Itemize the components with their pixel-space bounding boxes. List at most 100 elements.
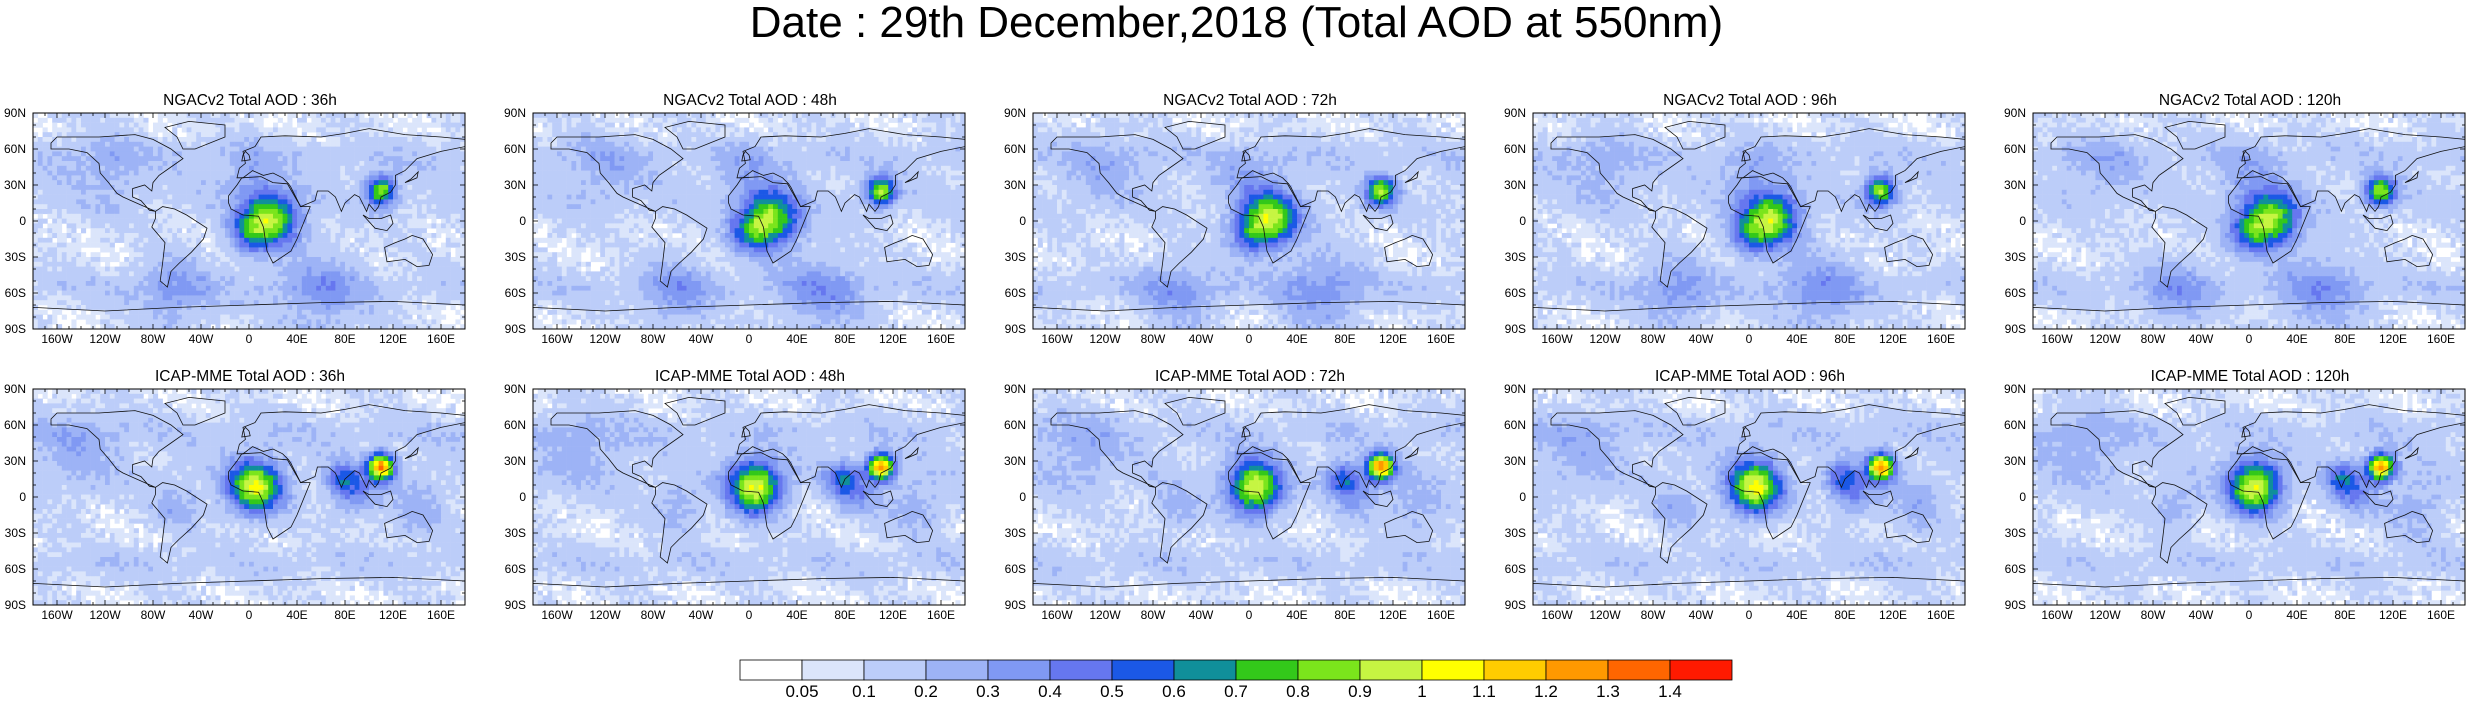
lat-tick-label: 30N [0, 179, 26, 191]
lat-tick-label: 60S [1000, 287, 1026, 299]
colorbar-swatch [987, 659, 1051, 681]
map-ticks [1032, 112, 1466, 330]
lat-tick-label: 0 [1500, 215, 1526, 227]
lon-tick-label: 120W [580, 608, 630, 622]
lat-tick-label: 60N [0, 419, 26, 431]
lat-tick-label: 30N [1000, 179, 1026, 191]
lon-tick-label: 120E [1868, 332, 1918, 346]
lon-tick-label: 40W [176, 608, 226, 622]
lon-tick-label: 80E [1320, 608, 1370, 622]
lon-tick-label: 160W [32, 608, 82, 622]
lon-tick-label: 80E [2320, 332, 2370, 346]
lon-tick-label: 80E [1820, 608, 1870, 622]
lon-tick-label: 80W [1128, 608, 1178, 622]
aod-field [33, 389, 466, 606]
lat-tick-label: 90N [1000, 383, 1026, 395]
colorbar-swatch [1049, 659, 1113, 681]
lat-tick-label: 90S [500, 323, 526, 335]
lat-tick-label: 60N [500, 419, 526, 431]
lon-tick-label: 40E [1272, 332, 1322, 346]
aod-field [33, 113, 466, 330]
lat-tick-label: 60S [0, 287, 26, 299]
lon-tick-label: 80E [320, 608, 370, 622]
colorbar-tick-label: 0.1 [844, 683, 884, 700]
aod-map [32, 112, 466, 330]
lat-tick-label: 30S [500, 251, 526, 263]
colorbar-tick-label: 0.7 [1216, 683, 1256, 700]
lat-tick-label: 90N [0, 383, 26, 395]
map-panel: ICAP-MME Total AOD : 72h 90N 60N 30N 0 30S 60S… [1000, 366, 1492, 626]
lon-tick-label: 80E [320, 332, 370, 346]
lat-tick-label: 60S [1500, 563, 1526, 575]
lon-tick-label: 160W [2032, 332, 2082, 346]
panel-title: ICAP-MME Total AOD : 36h [30, 368, 470, 386]
lon-tick-label: 160E [916, 332, 966, 346]
lat-tick-label: 90N [2000, 383, 2026, 395]
map-panel: ICAP-MME Total AOD : 48h 90N 60N 30N 0 30S 60S… [500, 366, 992, 626]
lon-tick-label: 160E [916, 608, 966, 622]
colorbar-tick-label: 0.6 [1154, 683, 1194, 700]
lon-tick-label: 0 [1724, 332, 1774, 346]
lat-tick-label: 30S [2000, 527, 2026, 539]
aod-map [1032, 388, 1466, 606]
lat-tick-label: 90S [500, 599, 526, 611]
lat-tick-label: 90N [1500, 383, 1526, 395]
lat-tick-label: 60S [500, 287, 526, 299]
colorbar-swatch [1359, 659, 1423, 681]
map-panel: ICAP-MME Total AOD : 120h 90N 60N 30N 0 30S 60… [2000, 366, 2473, 626]
panel-title: NGACv2 Total AOD : 72h [1030, 92, 1470, 110]
map-ticks [1032, 388, 1466, 606]
aod-map [532, 388, 966, 606]
colorbar-tick-label: 0.9 [1340, 683, 1380, 700]
lon-tick-label: 120W [1080, 608, 1130, 622]
colorbar-swatch [863, 659, 927, 681]
lat-tick-label: 60N [1500, 143, 1526, 155]
lon-tick-label: 160E [2416, 608, 2466, 622]
lon-tick-label: 40W [676, 608, 726, 622]
aod-map [2032, 388, 2466, 606]
lat-tick-label: 0 [500, 491, 526, 503]
panel-title: ICAP-MME Total AOD : 96h [1530, 368, 1970, 386]
aod-map [1032, 112, 1466, 330]
figure-title: Date : 29th December,2018 (Total AOD at … [0, 0, 2473, 46]
map-ticks [2032, 388, 2466, 606]
lon-tick-label: 40W [676, 332, 726, 346]
lat-tick-label: 30N [500, 455, 526, 467]
lon-tick-label: 160W [1032, 332, 1082, 346]
lon-tick-label: 160E [1416, 608, 1466, 622]
lon-tick-label: 120W [80, 332, 130, 346]
lon-tick-label: 40W [2176, 608, 2226, 622]
lat-tick-label: 30S [1000, 527, 1026, 539]
lon-tick-label: 120W [580, 332, 630, 346]
lat-tick-label: 60N [500, 143, 526, 155]
colorbar-swatch [1235, 659, 1299, 681]
lon-tick-label: 80W [2128, 608, 2178, 622]
lat-tick-label: 90S [2000, 323, 2026, 335]
colorbar-tick-label: 1 [1402, 683, 1442, 700]
lat-tick-label: 60N [2000, 419, 2026, 431]
colorbar-swatch [925, 659, 989, 681]
lat-tick-label: 30S [0, 251, 26, 263]
lon-tick-label: 40E [1272, 608, 1322, 622]
colorbar-swatch [1607, 659, 1671, 681]
coastlines [32, 120, 466, 330]
lon-tick-label: 120E [2368, 332, 2418, 346]
map-panel: NGACv2 Total AOD : 72h 90N 60N 30N 0 30S 60S 90… [1000, 90, 1492, 350]
lat-tick-label: 0 [1500, 491, 1526, 503]
lon-tick-label: 160W [1032, 608, 1082, 622]
lon-tick-label: 80W [1628, 608, 1678, 622]
panel-title: ICAP-MME Total AOD : 48h [530, 368, 970, 386]
lon-tick-label: 40W [1176, 608, 1226, 622]
colorbar-tick-label: 0.2 [906, 683, 946, 700]
lat-tick-label: 90S [1500, 323, 1526, 335]
panel-title: NGACv2 Total AOD : 48h [530, 92, 970, 110]
lat-tick-label: 60S [1500, 287, 1526, 299]
lon-tick-label: 80W [2128, 332, 2178, 346]
lon-tick-label: 160W [532, 332, 582, 346]
colorbar-tick-label: 1.3 [1588, 683, 1628, 700]
lat-tick-label: 30S [500, 527, 526, 539]
lon-tick-label: 120W [80, 608, 130, 622]
lon-tick-label: 120E [368, 608, 418, 622]
lat-tick-label: 30S [1000, 251, 1026, 263]
lon-tick-label: 160E [416, 332, 466, 346]
